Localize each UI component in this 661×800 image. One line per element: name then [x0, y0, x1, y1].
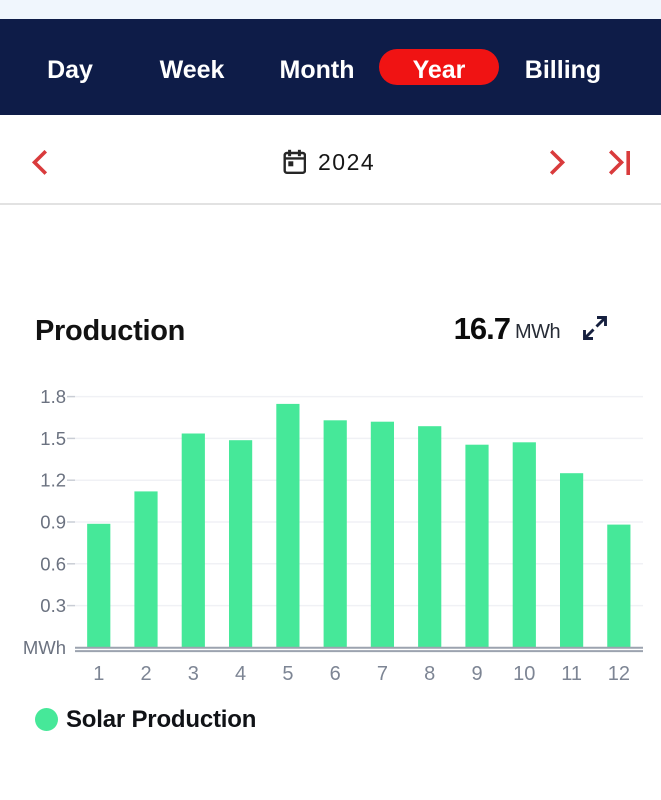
- svg-text:12: 12: [608, 663, 630, 685]
- svg-text:8: 8: [424, 663, 435, 685]
- svg-text:1.8: 1.8: [40, 386, 66, 407]
- svg-text:10: 10: [513, 663, 535, 685]
- svg-text:1.2: 1.2: [40, 470, 66, 491]
- svg-text:2: 2: [140, 663, 151, 685]
- svg-text:5: 5: [282, 663, 293, 685]
- svg-text:7: 7: [377, 663, 388, 685]
- svg-text:4: 4: [235, 663, 246, 685]
- svg-text:9: 9: [471, 663, 482, 685]
- svg-text:6: 6: [330, 663, 341, 685]
- svg-text:11: 11: [561, 663, 582, 685]
- svg-text:3: 3: [188, 663, 199, 685]
- svg-text:1.5: 1.5: [40, 428, 66, 449]
- svg-text:MWh: MWh: [23, 637, 66, 658]
- svg-text:0.3: 0.3: [40, 595, 66, 616]
- svg-text:0.9: 0.9: [40, 512, 66, 533]
- svg-text:0.6: 0.6: [40, 553, 66, 574]
- svg-text:1: 1: [93, 663, 104, 685]
